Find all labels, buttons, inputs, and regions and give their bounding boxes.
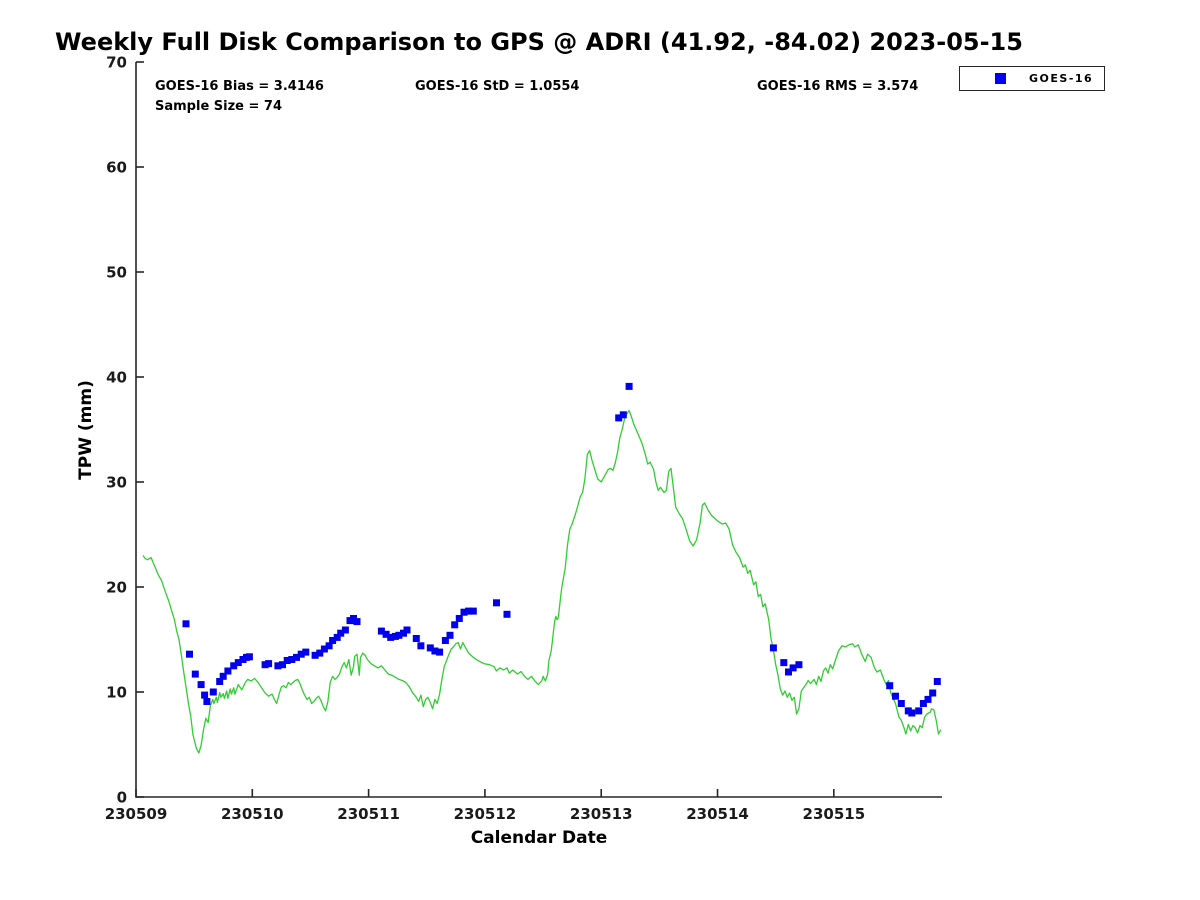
gps-line xyxy=(142,409,942,754)
stat-bias: GOES-16 Bias = 3.4146 xyxy=(155,79,324,94)
goes16-marker xyxy=(377,627,385,635)
goes16-marker xyxy=(387,633,395,641)
goes16-marker xyxy=(933,678,941,685)
goes16-marker xyxy=(625,382,633,390)
y-tick-label: 70 xyxy=(106,54,127,72)
goes16-marker xyxy=(382,630,390,638)
legend-label: GOES-16 xyxy=(1029,72,1094,85)
goes16-marker xyxy=(929,689,937,697)
x-tick-label: 230509 xyxy=(105,805,168,823)
legend: GOES-16 xyxy=(959,66,1105,91)
goes16-marker xyxy=(209,688,217,696)
chart-title: Weekly Full Disk Comparison to GPS @ ADR… xyxy=(55,28,1023,56)
x-tick-label: 230514 xyxy=(686,805,749,823)
goes16-marker xyxy=(460,608,468,616)
goes16-marker xyxy=(919,700,927,707)
goes16-marker xyxy=(431,647,439,655)
goes16-marker xyxy=(224,667,232,675)
goes16-marker xyxy=(329,637,337,644)
x-tick-label: 230515 xyxy=(803,805,866,823)
y-tick-label: 60 xyxy=(106,159,127,177)
goes16-marker xyxy=(216,678,224,685)
goes16-marker xyxy=(274,662,282,670)
goes16-marker xyxy=(337,629,345,637)
goes16-marker xyxy=(186,650,193,658)
axis-spines xyxy=(135,62,942,798)
goes16-marker xyxy=(311,651,319,659)
goes16-marker xyxy=(446,631,454,639)
goes16-marker xyxy=(230,662,238,670)
stat-sample-size: Sample Size = 74 xyxy=(155,99,283,114)
goes16-marker xyxy=(191,670,199,678)
goes16-marker xyxy=(245,653,253,661)
goes16-marker xyxy=(897,700,905,707)
goes16-marker xyxy=(493,599,500,607)
goes16-marker xyxy=(203,698,211,705)
goes16-marker xyxy=(182,620,190,628)
goes16-marker xyxy=(302,648,310,656)
stat-rms: GOES-16 RMS = 3.574 xyxy=(757,79,919,94)
goes16-marker xyxy=(915,707,923,715)
goes16-marker xyxy=(234,659,242,667)
goes16-marker xyxy=(412,635,420,642)
goes16-marker xyxy=(201,691,209,699)
x-tick-label: 230510 xyxy=(221,805,284,823)
goes16-marker xyxy=(197,681,205,689)
goes16-marker xyxy=(288,656,296,663)
goes16-marker xyxy=(279,661,286,669)
x-tick-label: 230512 xyxy=(454,805,517,823)
goes16-marker xyxy=(465,607,473,615)
y-tick-label: 20 xyxy=(106,579,127,597)
goes16-marker xyxy=(441,637,449,644)
x-axis-label: Calendar Date xyxy=(470,828,608,848)
x-tick-label: 230513 xyxy=(570,805,633,823)
goes16-marker xyxy=(293,653,300,661)
goes16-marker xyxy=(780,659,788,667)
goes16-marker xyxy=(769,644,777,652)
goes16-marker xyxy=(325,642,333,650)
goes16-marker xyxy=(503,610,511,618)
goes16-marker xyxy=(924,695,932,703)
goes16-marker xyxy=(892,692,899,700)
goes16-marker xyxy=(455,615,463,622)
goes16-marker xyxy=(886,682,894,690)
goes16-marker xyxy=(436,648,444,656)
goes16-marker xyxy=(426,644,434,652)
goes16-marker xyxy=(395,631,403,639)
goes16-marker xyxy=(341,626,349,634)
y-tick-label: 50 xyxy=(106,264,127,282)
stat-std: GOES-16 StD = 1.0554 xyxy=(415,79,580,94)
goes16-marker xyxy=(908,709,916,717)
goes16-marker xyxy=(353,618,361,626)
y-tick-label: 40 xyxy=(106,369,127,387)
goes16-marker xyxy=(219,672,227,680)
goes16-marker xyxy=(265,660,273,668)
legend-marker-square xyxy=(995,73,1006,84)
goes16-marker xyxy=(320,645,328,653)
goes16-marker xyxy=(451,621,459,629)
y-tick-label: 10 xyxy=(106,684,127,702)
x-tick-label: 230511 xyxy=(337,805,400,823)
goes16-marker xyxy=(785,668,792,676)
goes16-marker xyxy=(316,649,324,657)
goes16-marker xyxy=(333,633,341,641)
goes16-marker xyxy=(297,650,305,658)
goes16-marker xyxy=(403,626,411,634)
goes16-marker xyxy=(795,661,803,669)
goes16-marker xyxy=(469,607,477,615)
goes16-marker xyxy=(417,642,425,650)
y-tick-label: 30 xyxy=(106,474,127,492)
goes16-marker xyxy=(789,664,797,672)
goes16-marker xyxy=(283,657,291,664)
y-tick-label: 0 xyxy=(117,789,127,807)
goes16-marker xyxy=(619,411,627,419)
goes16-marker xyxy=(615,414,623,422)
